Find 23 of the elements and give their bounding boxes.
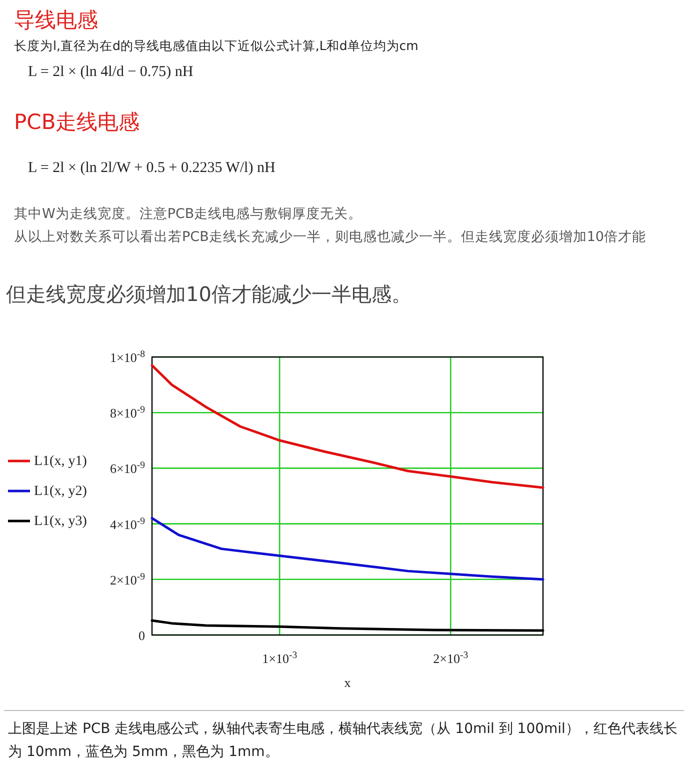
y-tick-label: 8×10$^{-9}$ (110, 404, 146, 421)
y-tick-label: 2×10$^{-9}$ (110, 570, 146, 588)
text: 但走线宽度必须增加10倍才能减少一半电感。 (6, 281, 412, 308)
text: 导线电感 (14, 7, 98, 34)
text: L = 2l × (ln 4l/d − 0.75) nH (28, 64, 194, 81)
y-tick-label: 0 (138, 628, 145, 643)
y-tick-label: 6×10$^{-9}$ (110, 460, 146, 476)
y-tick-label: 4×10$^{-9}$ (110, 515, 146, 532)
legend-label: L1(x, y3) (34, 514, 88, 529)
x-axis-title: x (344, 675, 352, 690)
line-series (150, 364, 544, 489)
text: L = 2l × (ln 2l/W + 0.5 + 0.2235 W/l) nH (28, 160, 276, 177)
text: 上图是上述 PCB 走线电感公式，纵轴代表寄生电感，横轴代表线宽（从 10mil 到 100mil），红色代表线长为 10mm，蓝色为 5mm，黑色为 1mm。 (8, 720, 678, 762)
x-tick-label: 1×10$^{-3}$ (262, 650, 298, 666)
text: 从以上对数关系可以看出若PCB走线长充减少一半，则电感也减少一半。但走线宽度必须增加10倍才能 (14, 228, 646, 246)
x-tick-label: 2×10$^{-3}$ (433, 650, 468, 666)
line-series (150, 516, 544, 581)
text: PCB走线电感 (14, 109, 140, 136)
legend-label: L1(x, y2) (34, 484, 88, 499)
legend-label: L1(x, y1) (34, 454, 88, 469)
text: 其中W为走线宽度。注意PCB走线电感与敷铜厚度无关。 (14, 205, 362, 223)
text: 长度为l,直径为在d的导线电感值由以下近似公式计算,L和d单位均为cm (14, 38, 418, 55)
y-tick-label: 1×10$^{-8}$ (110, 348, 146, 365)
